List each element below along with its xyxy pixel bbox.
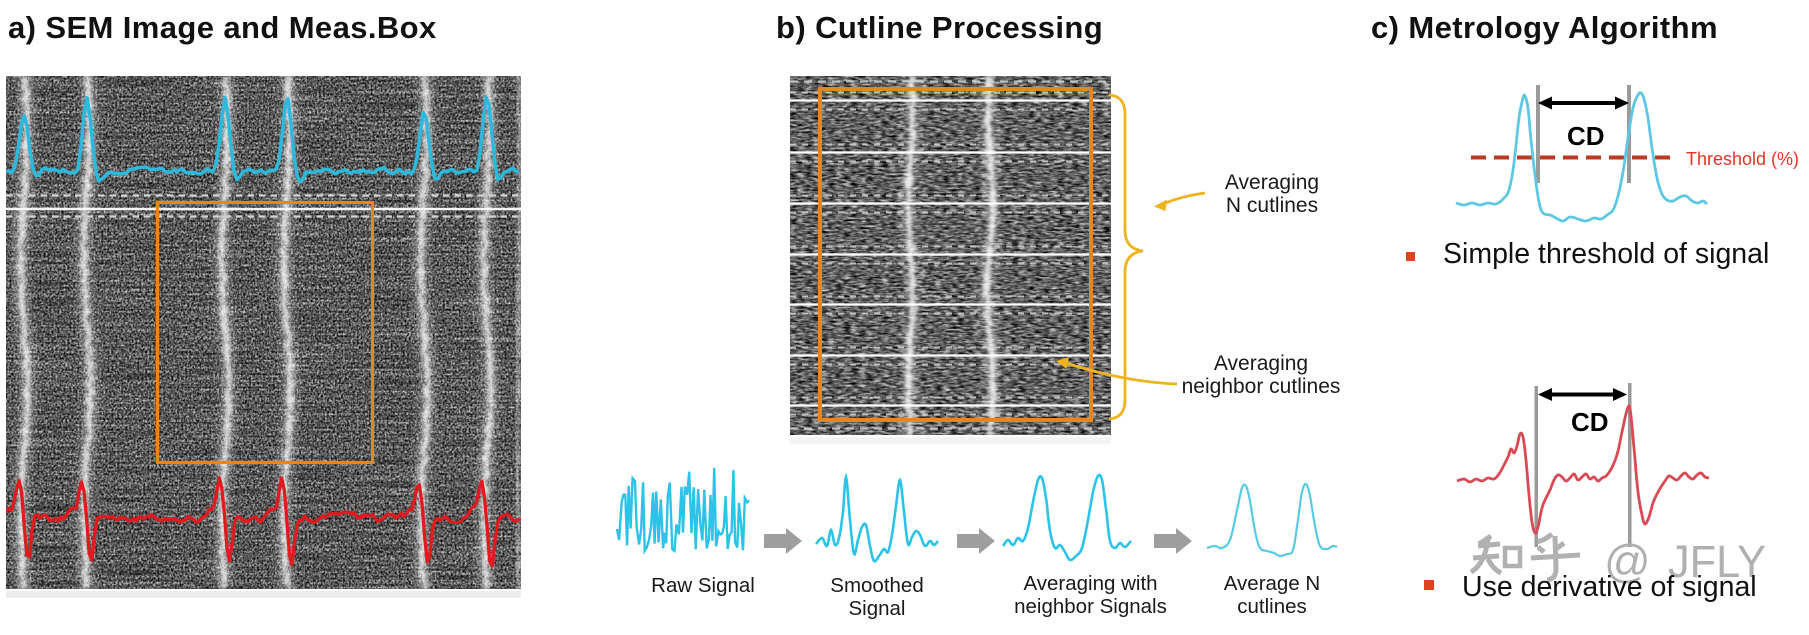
svg-text:JFLY: JFLY (1668, 536, 1766, 587)
svg-text:CD: CD (1567, 121, 1605, 151)
svg-text:CD: CD (1571, 407, 1609, 437)
svg-text:@: @ (1604, 535, 1651, 587)
svg-text:Threshold (%): Threshold (%) (1686, 149, 1799, 169)
